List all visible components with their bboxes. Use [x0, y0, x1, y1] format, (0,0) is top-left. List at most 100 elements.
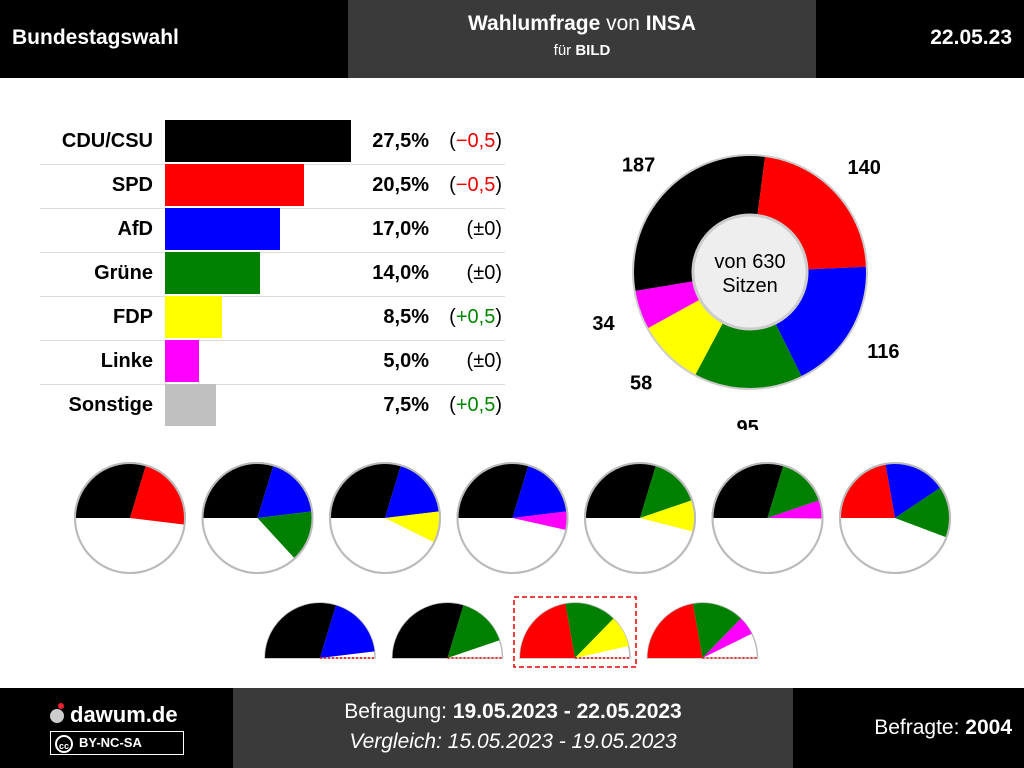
coalition-slice-cdu-csu	[202, 463, 274, 518]
bar-value-label: 20,5%	[372, 174, 429, 196]
poll-client: für BILD	[348, 42, 816, 59]
bar-label: SPD	[111, 174, 153, 196]
poll-title: Wahlumfrage von INSA	[348, 12, 816, 36]
coalition-pie-outline	[839, 462, 951, 574]
donut-seat-label: 116	[867, 341, 899, 363]
license-badge[interactable]: cc BY-NC-SA	[50, 731, 184, 755]
survey-period: Befragung: 19.05.2023 - 22.05.2023	[233, 700, 793, 724]
donut-seat-label: 58	[630, 372, 652, 394]
coalition-pie	[839, 462, 951, 574]
coalition-slice-afd	[320, 605, 375, 658]
coalition-slice-grüne	[767, 465, 820, 518]
coalition-slice-cdu-csu	[330, 463, 401, 518]
coalition-slice-linke	[512, 511, 568, 530]
coalition-pie-outline	[201, 462, 314, 574]
coalition-slice-grüne	[692, 603, 741, 658]
bar-change-label: (+0,5)	[449, 394, 502, 416]
brand-name: dawum.de	[70, 702, 178, 727]
coalition-slice-grüne	[895, 487, 950, 538]
bar-cdu-csu	[165, 120, 351, 162]
bar-row-sonstige: Sonstige 7,5% (+0,5)	[40, 384, 505, 428]
poll-title-institute: INSA	[645, 12, 696, 35]
poll-client-name: BILD	[575, 42, 611, 59]
respondents-label: Befragte:	[874, 716, 966, 739]
bar-value-label: 8,5%	[383, 306, 429, 328]
coalition-slice-spd	[130, 465, 186, 525]
coalition-pies	[74, 462, 951, 668]
coalition-slice-linke	[767, 500, 823, 519]
brand-link[interactable]: dawum.de	[50, 702, 178, 728]
bar-change-label: (±0)	[466, 350, 502, 372]
poll-title-mid: von	[600, 12, 646, 35]
election-title: Bundestagswahl	[12, 26, 179, 49]
survey-period-box: Befragung: 19.05.2023 - 22.05.2023 Vergl…	[233, 688, 793, 768]
coalition-pie	[646, 602, 759, 659]
coalition-slice-afd	[257, 465, 313, 518]
bar-label: CDU/CSU	[61, 130, 153, 152]
bar-row-cdu-csu: CDU/CSU 27,5% (−0,5)	[40, 120, 505, 165]
poll-date: 22.05.23	[930, 26, 1012, 49]
bar-label: AfD	[117, 218, 153, 240]
survey-period-value: 19.05.2023 - 22.05.2023	[452, 700, 682, 723]
coalition-pie-outline	[329, 462, 441, 574]
donut-slice-grüne	[695, 272, 802, 389]
coalition-pie	[201, 462, 314, 574]
coalition-pie	[711, 462, 824, 574]
bar-label: Grüne	[94, 262, 153, 284]
coalition-slice-fdp	[575, 618, 629, 658]
coalition-highlight-box	[513, 596, 637, 668]
coalition-pie	[391, 602, 504, 659]
coalition-slice-spd	[840, 463, 895, 518]
donut-seat-label: 34	[592, 313, 615, 335]
donut-seat-label: 187	[622, 154, 655, 176]
bar-fdp	[165, 296, 223, 338]
donut-seat-label: 95	[737, 417, 759, 430]
bar-label: Linke	[100, 350, 153, 372]
header: Bundestagswahl Wahlumfrage von INSA für …	[0, 0, 1024, 78]
respondents-value: 2004	[965, 716, 1012, 739]
survey-period-label: Befragung:	[344, 700, 453, 723]
bar-row-fdp: FDP 8,5% (+0,5)	[40, 296, 505, 341]
comparison-period: Vergleich: 15.05.2023 - 19.05.2023	[349, 730, 677, 753]
coalition-pie-outline	[584, 462, 696, 574]
coalition-slice-cdu-csu	[392, 603, 464, 658]
donut-center-line2: Sitzen	[722, 275, 778, 297]
coalition-slice-cdu-csu	[265, 603, 336, 658]
poll-title-box: Wahlumfrage von INSA für BILD	[348, 0, 816, 78]
creative-commons-icon: cc	[55, 734, 73, 753]
coalition-slice-cdu-csu	[585, 462, 656, 518]
coalition-pie	[329, 462, 441, 574]
coalition-slice-afd	[385, 465, 440, 518]
bar-value-label: 14,0%	[372, 262, 429, 284]
bar-change-label: (±0)	[466, 262, 502, 284]
coalition-pie-outline	[711, 462, 824, 574]
coalition-slice-grüne	[447, 605, 500, 658]
coalition-slice-linke	[702, 618, 752, 658]
poll-client-prefix: für	[553, 42, 576, 59]
coalition-slice-cdu-csu	[457, 463, 529, 518]
coalition-slice-spd	[520, 603, 575, 658]
bar-afd	[165, 208, 280, 250]
bar-linke	[165, 340, 199, 382]
bar-value-label: 7,5%	[383, 394, 429, 416]
bar-row-linke: Linke 5,0% (±0)	[40, 340, 505, 385]
bar-value-label: 17,0%	[372, 218, 429, 240]
bar-value-label: 27,5%	[372, 130, 429, 152]
coalition-slice-cdu-csu	[712, 463, 784, 518]
bar-change-label: (−0,5)	[449, 130, 502, 152]
respondents: Befragte: 2004	[874, 716, 1012, 740]
bar-spd	[165, 164, 304, 206]
bar-sonstige	[165, 384, 216, 426]
bar-row-afd: AfD 17,0% (±0)	[40, 208, 505, 253]
bar-row-grüne: Grüne 14,0% (±0)	[40, 252, 505, 297]
bar-row-spd: SPD 20,5% (−0,5)	[40, 164, 505, 209]
bar-change-label: (+0,5)	[449, 306, 502, 328]
dawum-logo-icon	[50, 703, 64, 723]
coalition-slice-spd	[647, 603, 703, 658]
coalition-pie-outline	[74, 462, 186, 574]
donut-hole	[691, 213, 809, 331]
coalition-pie	[264, 602, 376, 659]
donut-seat-label: 140	[847, 157, 880, 179]
coalition-slice-grüne	[257, 511, 313, 559]
coalition-slice-fdp	[385, 511, 440, 543]
